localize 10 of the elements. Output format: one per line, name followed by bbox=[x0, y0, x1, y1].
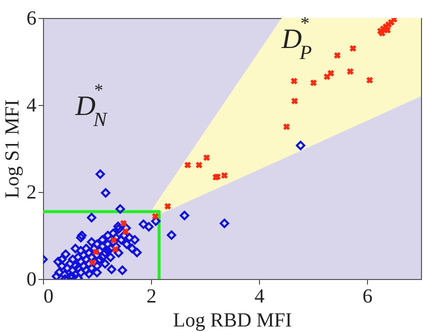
y-tick-label: 0 bbox=[26, 268, 36, 290]
y-tick-label: 6 bbox=[26, 8, 36, 30]
x-tick-label: 2 bbox=[146, 286, 156, 308]
y-tick-label: 4 bbox=[26, 94, 36, 116]
x-tick-label: 0 bbox=[44, 286, 54, 308]
y-tick-label: 2 bbox=[26, 182, 36, 204]
x-axis-title: Log RBD MFI bbox=[173, 310, 292, 332]
y-axis-title: Log S1 MFI bbox=[2, 100, 24, 198]
x-tick-label: 6 bbox=[362, 286, 372, 308]
x-tick-label: 4 bbox=[254, 286, 264, 308]
